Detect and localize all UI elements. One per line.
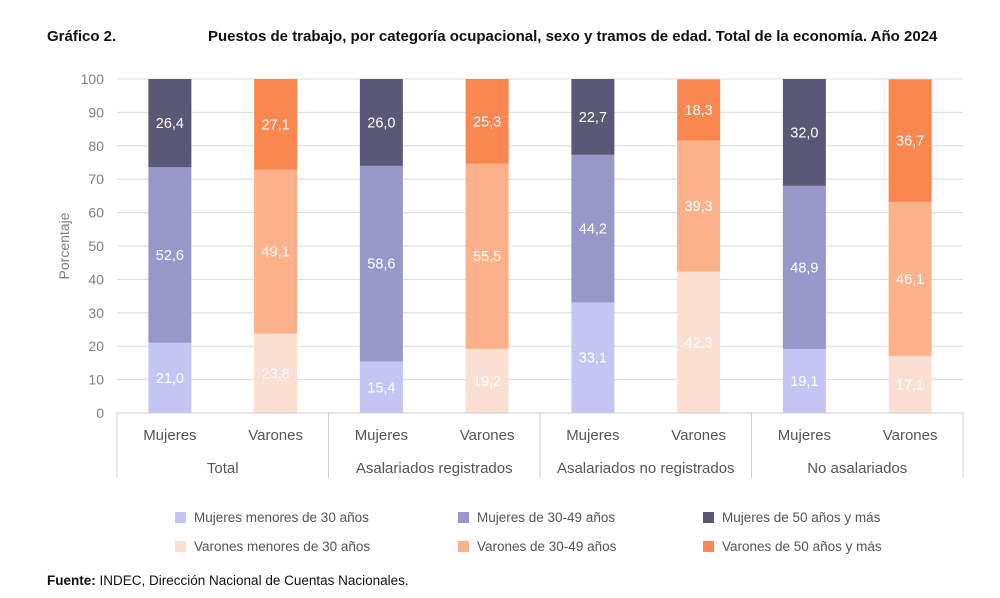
legend-swatch: [175, 541, 186, 552]
y-tick-label: 70: [88, 171, 104, 187]
bar-segment-varones-2: [465, 79, 509, 164]
y-axis-title: Porcentaje: [56, 212, 72, 279]
legend-label: Mujeres menores de 30 años: [194, 510, 369, 525]
x-group-label: Asalariados registrados: [356, 460, 513, 477]
x-category-label: Varones: [460, 427, 515, 444]
data-label: 44,2: [579, 222, 607, 238]
bar-segment-mujeres-1: [148, 167, 192, 343]
legend-item-mujeres-50-mas: Mujeres de 50 años y más: [703, 510, 880, 525]
bar-segment-mujeres-0: [359, 361, 403, 413]
data-label: 49,1: [262, 245, 290, 261]
legend-label: Varones menores de 30 años: [194, 539, 371, 554]
y-tick-label: 80: [88, 138, 104, 154]
data-label: 36,7: [896, 134, 924, 150]
x-category-label: Varones: [671, 427, 726, 444]
legend-swatch: [703, 541, 714, 552]
legend-item-mujeres-30-49: Mujeres de 30-49 años: [458, 510, 615, 525]
legend-item-mujeres-menores-30: Mujeres menores de 30 años: [175, 510, 369, 525]
y-tick-label: 0: [96, 405, 104, 421]
bar-segment-varones-1: [677, 140, 721, 272]
legend-label: Mujeres de 50 años y más: [722, 510, 881, 525]
legend-item-varones-menores-30: Varones menores de 30 años: [175, 539, 370, 554]
data-label: 42,3: [685, 335, 713, 351]
source-label: Fuente:: [47, 573, 96, 588]
x-category-label: Mujeres: [566, 427, 619, 444]
y-tick-label: 30: [88, 305, 104, 321]
bar-segment-mujeres-1: [571, 154, 615, 303]
data-label: 32,0: [790, 125, 818, 141]
data-label: 19,1: [790, 374, 818, 390]
y-tick-label: 20: [88, 338, 104, 354]
data-label: 26,4: [156, 116, 184, 132]
y-tick-label: 60: [88, 205, 104, 221]
legend-label: Mujeres de 30-49 años: [477, 510, 616, 525]
bar-segment-mujeres-0: [571, 302, 615, 413]
bar-segment-varones-0: [888, 355, 932, 413]
y-tick-label: 100: [81, 71, 105, 87]
bar-segment-mujeres-2: [571, 79, 615, 155]
legend-swatch: [458, 512, 469, 523]
x-group-label: Total: [207, 460, 239, 477]
data-label: 27,1: [262, 117, 290, 133]
bar-segment-mujeres-0: [782, 349, 826, 413]
data-label: 23,8: [262, 366, 290, 382]
y-tick-label: 50: [88, 238, 104, 254]
bar-segment-varones-2: [254, 79, 298, 170]
data-label: 55,5: [473, 249, 501, 265]
bar-segment-varones-2: [888, 79, 932, 202]
bar-segment-varones-1: [254, 169, 298, 334]
legend-item-varones-30-49: Varones de 30-49 años: [458, 539, 616, 554]
data-label: 21,0: [156, 371, 184, 387]
bar-segment-mujeres-1: [782, 185, 826, 350]
stacked-bar-chart: 0 10 20 30 40 50 60 70 80 90 100 Porcentaje 21,0 52,6…: [56, 71, 964, 478]
chart-title: Puestos de trabajo, por categoría ocupac…: [208, 28, 938, 45]
data-label: 18,3: [685, 103, 713, 119]
bar-segment-varones-0: [254, 333, 298, 413]
x-category-label: Mujeres: [355, 427, 408, 444]
legend-label: Varones de 50 años y más: [722, 539, 882, 554]
x-category-label: Varones: [883, 427, 938, 444]
figure-label: Gráfico 2.: [47, 28, 117, 45]
data-label: 15,4: [367, 380, 395, 396]
source-note: Fuente: INDEC, Dirección Nacional de Cue…: [47, 573, 409, 588]
x-group-label: Asalariados no registrados: [557, 460, 735, 477]
bar-segment-mujeres-1: [359, 165, 403, 362]
x-category-label: Mujeres: [143, 427, 196, 444]
y-tick-label: 40: [88, 271, 104, 287]
data-label: 58,6: [367, 257, 395, 273]
legend-swatch: [175, 512, 186, 523]
bar-segment-mujeres-2: [359, 79, 403, 166]
data-label: 26,0: [367, 115, 395, 131]
bar-segment-varones-2: [677, 79, 721, 141]
legend-swatch: [703, 512, 714, 523]
y-tick-label: 10: [88, 372, 104, 388]
data-label: 25,3: [473, 114, 501, 130]
data-label: 19,2: [473, 374, 501, 390]
legend-item-varones-50-mas: Varones de 50 años y más: [703, 539, 882, 554]
y-tick-label: 90: [88, 104, 104, 120]
data-label: 33,1: [579, 351, 607, 367]
x-category-label: Mujeres: [778, 427, 831, 444]
data-label: 39,3: [685, 199, 713, 215]
bar-segment-mujeres-2: [782, 79, 826, 186]
source-text: INDEC, Dirección Nacional de Cuentas Nac…: [99, 573, 409, 588]
data-label: 46,1: [896, 272, 924, 288]
bar-segment-varones-0: [677, 271, 721, 413]
x-group-label: No asalariados: [807, 460, 907, 477]
legend-label: Varones de 30-49 años: [477, 539, 617, 554]
bar-segment-varones-1: [465, 163, 509, 349]
bar-segment-varones-0: [465, 348, 509, 413]
x-category-label: Varones: [248, 427, 303, 444]
bar-segment-varones-1: [888, 201, 932, 356]
legend-swatch: [458, 541, 469, 552]
data-label: 17,1: [896, 377, 924, 393]
data-label: 48,9: [790, 261, 818, 277]
bar-segment-mujeres-2: [148, 79, 192, 168]
legend: Mujeres menores de 30 años Mujeres de 30…: [0, 500, 1000, 560]
bar-segment-mujeres-0: [148, 342, 192, 413]
data-label: 52,6: [156, 248, 184, 264]
data-label: 22,7: [579, 110, 607, 126]
